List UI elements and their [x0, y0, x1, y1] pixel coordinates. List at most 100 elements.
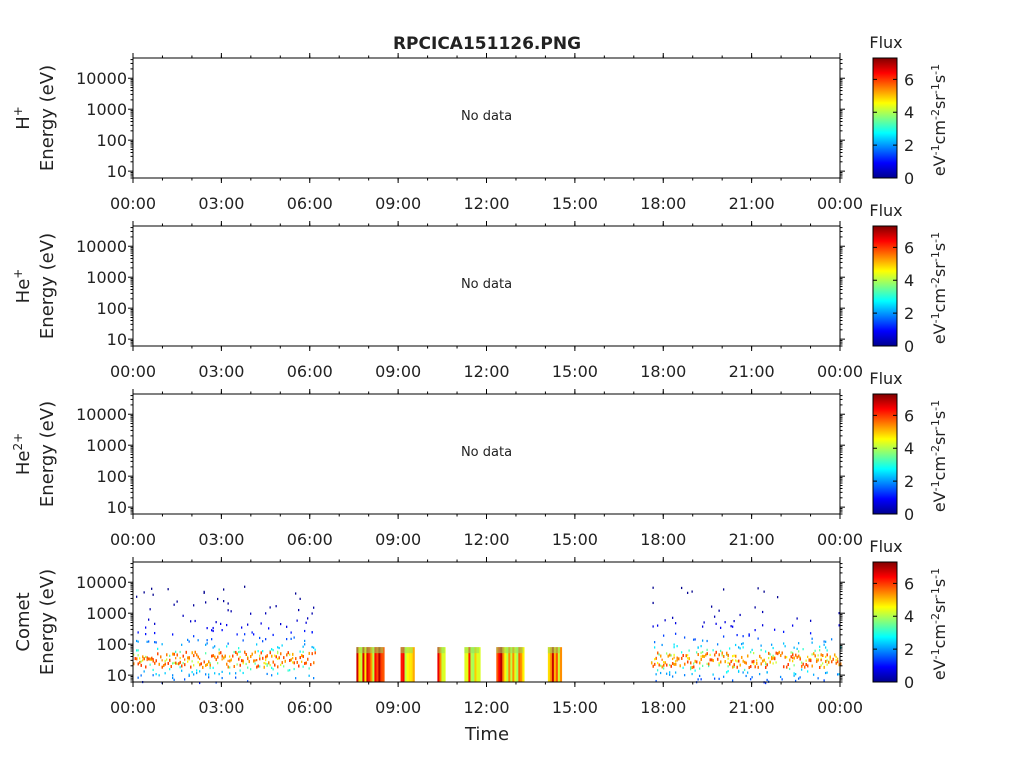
survey-pixel	[793, 646, 795, 649]
survey-pixel	[761, 610, 764, 614]
survey-pixel	[229, 672, 231, 675]
survey-pixel	[221, 629, 223, 632]
survey-pixel	[749, 651, 752, 654]
x-tick-label: 18:00	[640, 530, 686, 549]
survey-pixel	[277, 672, 279, 675]
survey-core-pixel	[314, 651, 316, 655]
survey-pixel	[256, 643, 258, 646]
survey-pixel	[188, 640, 190, 643]
survey-core-pixel	[155, 659, 157, 663]
y-minor-ticks	[128, 227, 845, 347]
survey-core-pixel	[182, 654, 184, 658]
survey-pixel	[791, 624, 794, 627]
survey-pixel	[727, 670, 729, 673]
survey-pixel	[764, 650, 767, 653]
survey-core-pixel	[736, 665, 738, 669]
survey-pixel	[169, 654, 171, 657]
survey-core-pixel	[829, 655, 831, 659]
survey-pixel	[836, 657, 839, 660]
x-tick-label: 09:00	[375, 530, 421, 549]
survey-pixel	[172, 676, 174, 680]
survey-pixel	[179, 656, 181, 660]
survey-pixel	[265, 638, 267, 641]
x-tick-label: 18:00	[640, 362, 686, 381]
survey-pixel	[719, 626, 722, 629]
survey-pixel	[154, 622, 156, 625]
survey-pixel	[716, 643, 719, 646]
survey-pixel	[719, 649, 722, 653]
survey-pixel	[289, 669, 291, 672]
survey-core-pixel	[808, 658, 810, 662]
survey-pixel	[193, 604, 195, 607]
x-tick-label: 00:00	[817, 362, 863, 381]
survey-pixel	[190, 620, 192, 623]
survey-core-pixel	[764, 665, 767, 669]
x-tick-label: 12:00	[463, 698, 509, 717]
survey-pixel	[668, 671, 671, 674]
survey-pixel	[287, 669, 289, 672]
survey-pixel	[205, 673, 207, 676]
survey-pixel	[680, 586, 683, 590]
survey-pixel	[817, 677, 819, 680]
survey-pixel	[155, 641, 157, 644]
survey-core-pixel	[656, 651, 659, 655]
colorbar-tick-label: 4	[904, 439, 914, 458]
survey-pixel	[658, 653, 660, 656]
survey-core-pixel	[169, 658, 171, 662]
y-tick-label: 100	[96, 299, 127, 318]
survey-core-pixel	[260, 651, 262, 655]
survey-core-pixel	[187, 656, 189, 660]
survey-pixel	[766, 671, 768, 674]
survey-core-pixel	[833, 653, 836, 657]
survey-pixel	[269, 664, 271, 667]
survey-pixel	[242, 662, 244, 665]
survey-core-pixel	[689, 661, 692, 665]
survey-pixel	[710, 605, 713, 608]
survey-pixel	[242, 639, 244, 642]
survey-pixel	[788, 667, 791, 671]
survey-core-pixel	[779, 654, 782, 658]
survey-core-pixel	[269, 651, 271, 655]
survey-pixel	[824, 646, 827, 649]
survey-pixel	[302, 650, 304, 653]
survey-core-pixel	[197, 655, 199, 659]
x-axis-label: Time	[464, 724, 509, 745]
survey-pixel	[673, 646, 675, 649]
burst-column	[516, 647, 519, 682]
survey-pixel	[764, 681, 767, 685]
survey-pixel	[136, 639, 138, 643]
survey-core-pixel	[227, 665, 229, 669]
survey-pixel	[208, 673, 210, 676]
survey-core-pixel	[796, 655, 798, 659]
colorbar-tick-label: 6	[904, 406, 914, 425]
survey-pixel	[290, 631, 292, 634]
survey-pixel	[809, 632, 812, 635]
survey-pixel	[736, 660, 738, 663]
no-data-label: No data	[461, 445, 512, 460]
survey-pixel	[277, 652, 279, 655]
survey-pixel	[254, 659, 256, 662]
survey-pixel	[161, 659, 163, 662]
survey-pixel	[656, 669, 659, 672]
survey-pixel	[671, 675, 674, 678]
survey-core-pixel	[826, 653, 828, 657]
survey-pixel	[206, 642, 208, 645]
survey-pixel	[223, 588, 225, 591]
survey-pixel	[742, 635, 744, 638]
survey-pixel	[653, 658, 656, 661]
survey-pixel	[230, 610, 232, 613]
survey-core-pixel	[721, 651, 723, 655]
survey-pixel	[668, 673, 671, 676]
x-tick-label: 00:00	[110, 698, 156, 717]
survey-core-pixel	[268, 661, 270, 665]
survey-core-pixel	[215, 658, 217, 662]
survey-pixel	[205, 601, 207, 604]
survey-pixel	[193, 635, 195, 638]
survey-pixel	[239, 669, 241, 672]
survey-pixel	[782, 642, 785, 645]
x-tick-label: 00:00	[110, 362, 156, 381]
survey-pixel	[799, 676, 801, 679]
survey-pixel	[731, 625, 734, 628]
survey-pixel	[196, 671, 198, 675]
survey-core-pixel	[832, 657, 834, 661]
